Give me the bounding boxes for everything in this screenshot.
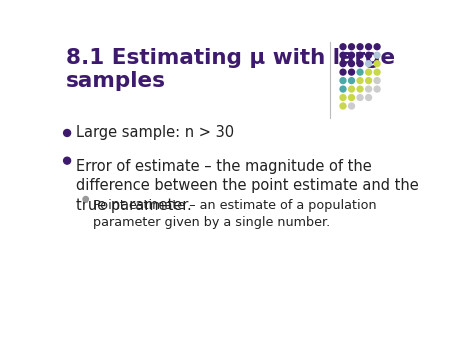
Circle shape — [349, 61, 355, 67]
Circle shape — [357, 44, 363, 50]
Circle shape — [340, 86, 346, 92]
Circle shape — [357, 78, 363, 83]
Circle shape — [349, 78, 355, 83]
Text: Large sample: n > 30: Large sample: n > 30 — [76, 125, 234, 141]
Circle shape — [83, 196, 88, 202]
Circle shape — [374, 52, 380, 58]
Circle shape — [357, 52, 363, 58]
Circle shape — [349, 95, 355, 100]
Circle shape — [340, 44, 346, 50]
Circle shape — [374, 69, 380, 75]
Circle shape — [366, 44, 372, 50]
Text: Error of estimate – the magnitude of the
difference between the point estimate a: Error of estimate – the magnitude of the… — [76, 159, 419, 213]
Circle shape — [340, 95, 346, 100]
Circle shape — [349, 44, 355, 50]
Circle shape — [357, 86, 363, 92]
Circle shape — [340, 103, 346, 109]
Circle shape — [366, 78, 372, 83]
Circle shape — [374, 44, 380, 50]
Circle shape — [340, 61, 346, 67]
Text: Point estimate – an estimate of a population
parameter given by a single number.: Point estimate – an estimate of a popula… — [94, 199, 377, 229]
Circle shape — [366, 52, 372, 58]
Circle shape — [349, 86, 355, 92]
Circle shape — [349, 69, 355, 75]
Circle shape — [366, 69, 372, 75]
Circle shape — [357, 95, 363, 100]
Circle shape — [340, 69, 346, 75]
Circle shape — [357, 61, 363, 67]
Circle shape — [374, 78, 380, 83]
Circle shape — [340, 78, 346, 83]
Circle shape — [349, 103, 355, 109]
Circle shape — [366, 86, 372, 92]
Circle shape — [374, 61, 380, 67]
Circle shape — [63, 157, 71, 164]
Text: 8.1 Estimating μ with large
samples: 8.1 Estimating μ with large samples — [66, 48, 395, 92]
Circle shape — [366, 95, 372, 100]
Circle shape — [357, 69, 363, 75]
Circle shape — [366, 61, 372, 67]
Circle shape — [374, 86, 380, 92]
Circle shape — [340, 52, 346, 58]
Circle shape — [349, 52, 355, 58]
Circle shape — [63, 129, 71, 137]
